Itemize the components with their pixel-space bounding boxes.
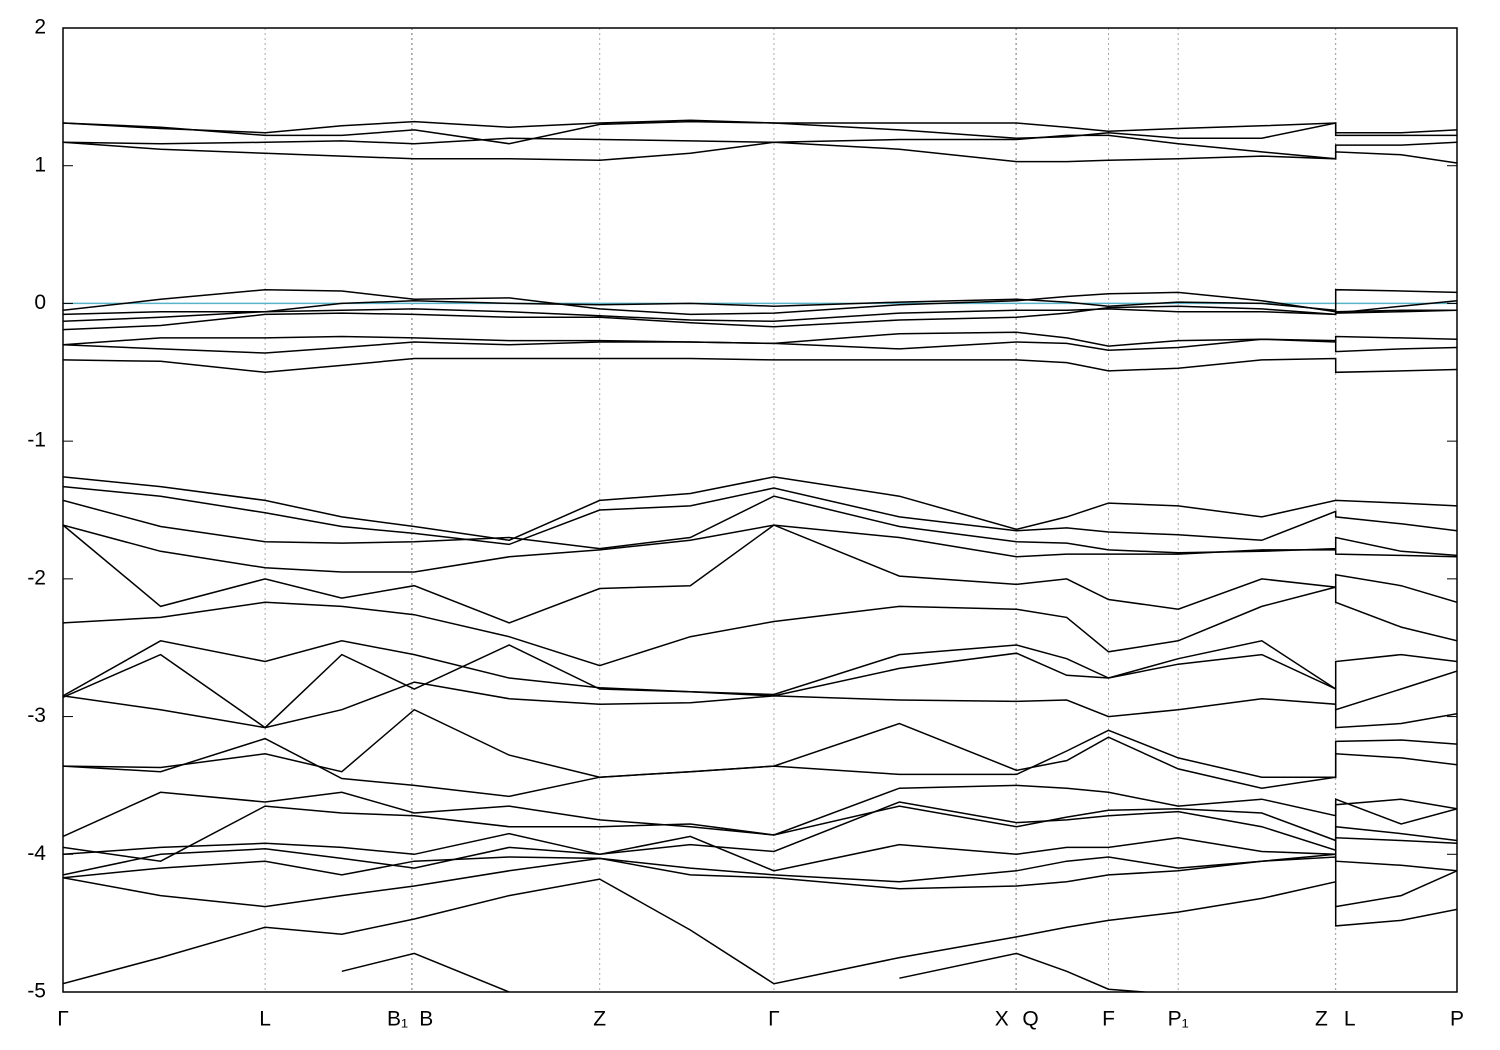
- x-tick-label: Γ: [768, 1008, 780, 1031]
- x-tick-label: Q: [1022, 1008, 1038, 1031]
- band-line: [63, 120, 1457, 145]
- band-line: [341, 952, 1153, 992]
- band-line: [63, 298, 1457, 316]
- band-line: [63, 485, 1457, 546]
- band-line: [63, 305, 1457, 331]
- band-line: [63, 784, 1457, 838]
- band-line: [63, 357, 1457, 374]
- band-line: [63, 586, 1457, 667]
- x-tick-label: L: [1344, 1008, 1356, 1031]
- band-line: [63, 524, 1457, 573]
- x-tick-label: P₁: [1168, 1008, 1189, 1031]
- band-line: [63, 640, 1457, 697]
- band-line: [63, 331, 1457, 347]
- x-tick-label: F: [1102, 1008, 1115, 1031]
- y-tick-label: 2: [34, 16, 46, 39]
- y-tick-label: -1: [27, 429, 46, 452]
- y-tick-label: 0: [34, 291, 46, 314]
- band-line: [63, 722, 1457, 798]
- band-line: [63, 141, 1457, 164]
- x-tick-label: B: [419, 1008, 433, 1031]
- plot-frame: [62, 27, 1458, 993]
- x-tick-label: P: [1450, 1008, 1464, 1031]
- band-line: [63, 853, 1457, 908]
- x-tick-label: B₁: [387, 1008, 408, 1031]
- y-tick-label: -5: [27, 980, 46, 1003]
- y-tick-label: 1: [34, 153, 46, 176]
- band-line: [63, 835, 1457, 876]
- x-tick-label: X: [995, 1008, 1009, 1031]
- band-line: [63, 495, 1457, 557]
- x-tick-label: Z: [593, 1008, 606, 1031]
- band-line: [63, 681, 1457, 729]
- y-tick-label: -3: [27, 704, 46, 727]
- band-line: [63, 801, 1457, 856]
- band-line: [63, 476, 1457, 542]
- y-tick-label: -2: [27, 566, 46, 589]
- y-tick-label: -4: [27, 842, 46, 865]
- band-line: [63, 856, 1457, 883]
- band-line: [63, 878, 1457, 985]
- band-line: [63, 798, 1457, 862]
- x-tick-label: L: [259, 1008, 271, 1031]
- x-tick-label: Γ: [57, 1008, 69, 1031]
- x-tick-label: Z: [1315, 1008, 1328, 1031]
- plot-area: [63, 28, 1457, 992]
- band-line: [63, 644, 1457, 729]
- band-line: [63, 338, 1457, 354]
